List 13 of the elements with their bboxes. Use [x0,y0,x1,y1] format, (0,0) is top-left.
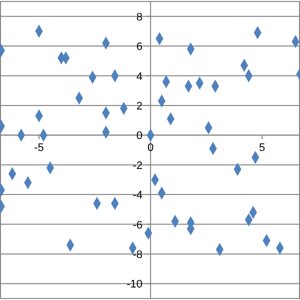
y-tick-label: 2 [136,100,143,112]
x-tick-label: 5 [259,142,266,154]
y-tick-label: 0 [136,130,143,142]
y-tick-label: 4 [136,70,143,83]
y-tick-label: 8 [136,11,143,24]
y-tick-label: -4 [132,190,143,202]
x-tick-label: 0 [147,142,154,154]
y-tick-label: -10 [126,278,143,291]
y-tick-label: -6 [132,219,143,232]
y-tick-label: -8 [132,248,143,261]
x-tick-label: -5 [34,142,44,154]
y-tick-label: 6 [136,41,143,54]
y-tick-label: -2 [132,160,143,172]
